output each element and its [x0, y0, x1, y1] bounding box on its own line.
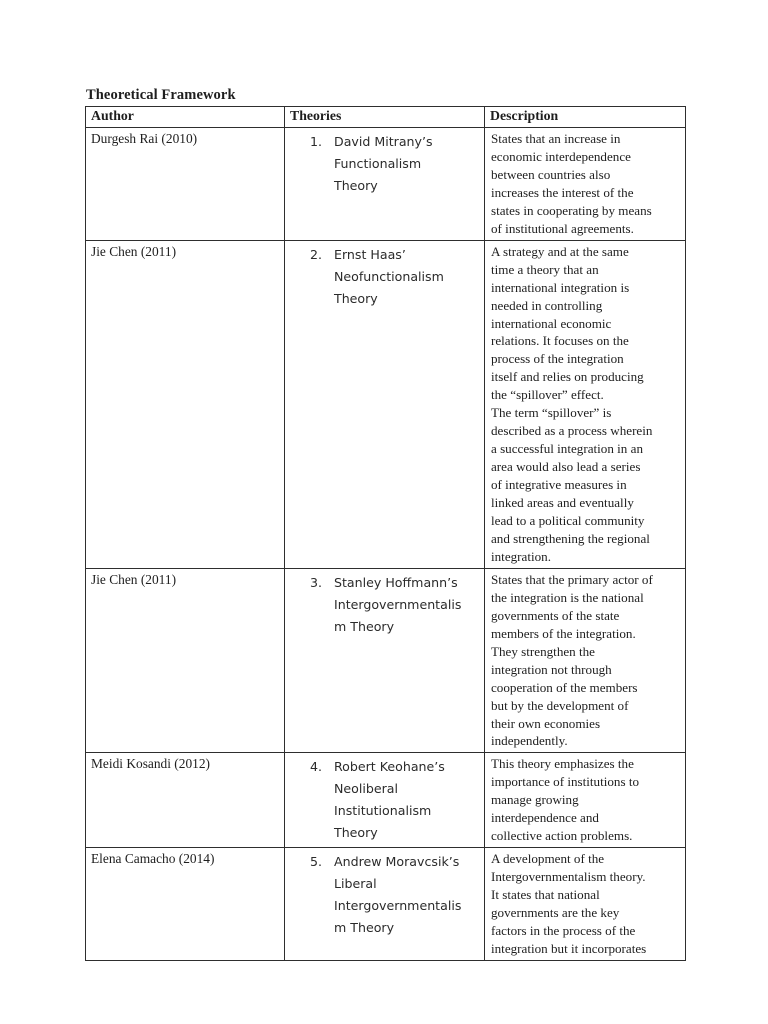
theory-number: 4.	[310, 759, 323, 775]
table-row: Elena Camacho (2014) 5. Andrew Moravcsik…	[85, 847, 686, 961]
theory-number: 1.	[310, 134, 323, 149]
description-cell: States that the primary actor of the int…	[484, 567, 686, 754]
theory-cell: 4. Robert Keohane’s Neoliberal Instituti…	[284, 752, 485, 849]
author-cell: Durgesh Rai (2010)	[85, 127, 285, 241]
table-row: Durgesh Rai (2010) 1. David Mitrany’s Fu…	[85, 127, 686, 241]
theory-list-item: 1. David Mitrany’s Functionalism Theory	[290, 131, 482, 197]
theory-number: 2.	[310, 246, 323, 262]
theory-number: 5.	[310, 854, 323, 870]
theory-cell: 3. Stanley Hoffmann’s Intergovernmentali…	[284, 567, 485, 754]
theory-list-item: 2. Ernst Haas’ Neofunctionalism Theory	[290, 244, 482, 310]
document-content: Theoretical Framework Author Theories De…	[85, 87, 686, 961]
author-cell: Elena Camacho (2014)	[85, 847, 285, 961]
theory-name: Stanley Hoffmann’s Intergovernmentalis m…	[334, 574, 462, 634]
theory-name: David Mitrany’s Functionalism Theory	[334, 134, 433, 193]
author-cell: Jie Chen (2011)	[85, 567, 285, 754]
theory-cell: 2. Ernst Haas’ Neofunctionalism Theory	[284, 239, 485, 569]
table-header-row: Author Theories Description	[85, 106, 686, 128]
table-row: Jie Chen (2011) 3. Stanley Hoffmann’s In…	[85, 567, 686, 754]
theory-name: Ernst Haas’ Neofunctionalism Theory	[334, 246, 444, 306]
description-cell: A development of the Intergovernmentalis…	[484, 847, 686, 961]
theory-number: 3.	[310, 574, 323, 590]
author-cell: Meidi Kosandi (2012)	[85, 752, 285, 849]
column-header-author: Author	[85, 106, 285, 128]
author-cell: Jie Chen (2011)	[85, 239, 285, 569]
theory-cell: 5. Andrew Moravcsik’s Liberal Intergover…	[284, 847, 485, 961]
description-cell: States that an increase in economic inte…	[484, 127, 686, 241]
table-row: Meidi Kosandi (2012) 4. Robert Keohane’s…	[85, 752, 686, 849]
description-cell: A strategy and at the same time a theory…	[484, 239, 686, 569]
theory-list-item: 5. Andrew Moravcsik’s Liberal Intergover…	[290, 851, 482, 939]
theory-list-item: 4. Robert Keohane’s Neoliberal Instituti…	[290, 756, 482, 844]
theory-list-item: 3. Stanley Hoffmann’s Intergovernmentali…	[290, 572, 482, 638]
theory-cell: 1. David Mitrany’s Functionalism Theory	[284, 127, 485, 241]
description-cell: This theory emphasizes the importance of…	[484, 752, 686, 849]
table-row: Jie Chen (2011) 2. Ernst Haas’ Neofuncti…	[85, 239, 686, 569]
page-title: Theoretical Framework	[86, 87, 236, 103]
column-header-theories: Theories	[284, 106, 485, 128]
theory-name: Robert Keohane’s Neoliberal Institutiona…	[334, 759, 445, 841]
column-header-description: Description	[484, 106, 686, 128]
theory-name: Andrew Moravcsik’s Liberal Intergovernme…	[334, 854, 462, 936]
theoretical-framework-table: Author Theories Description Durgesh Rai …	[85, 106, 686, 961]
